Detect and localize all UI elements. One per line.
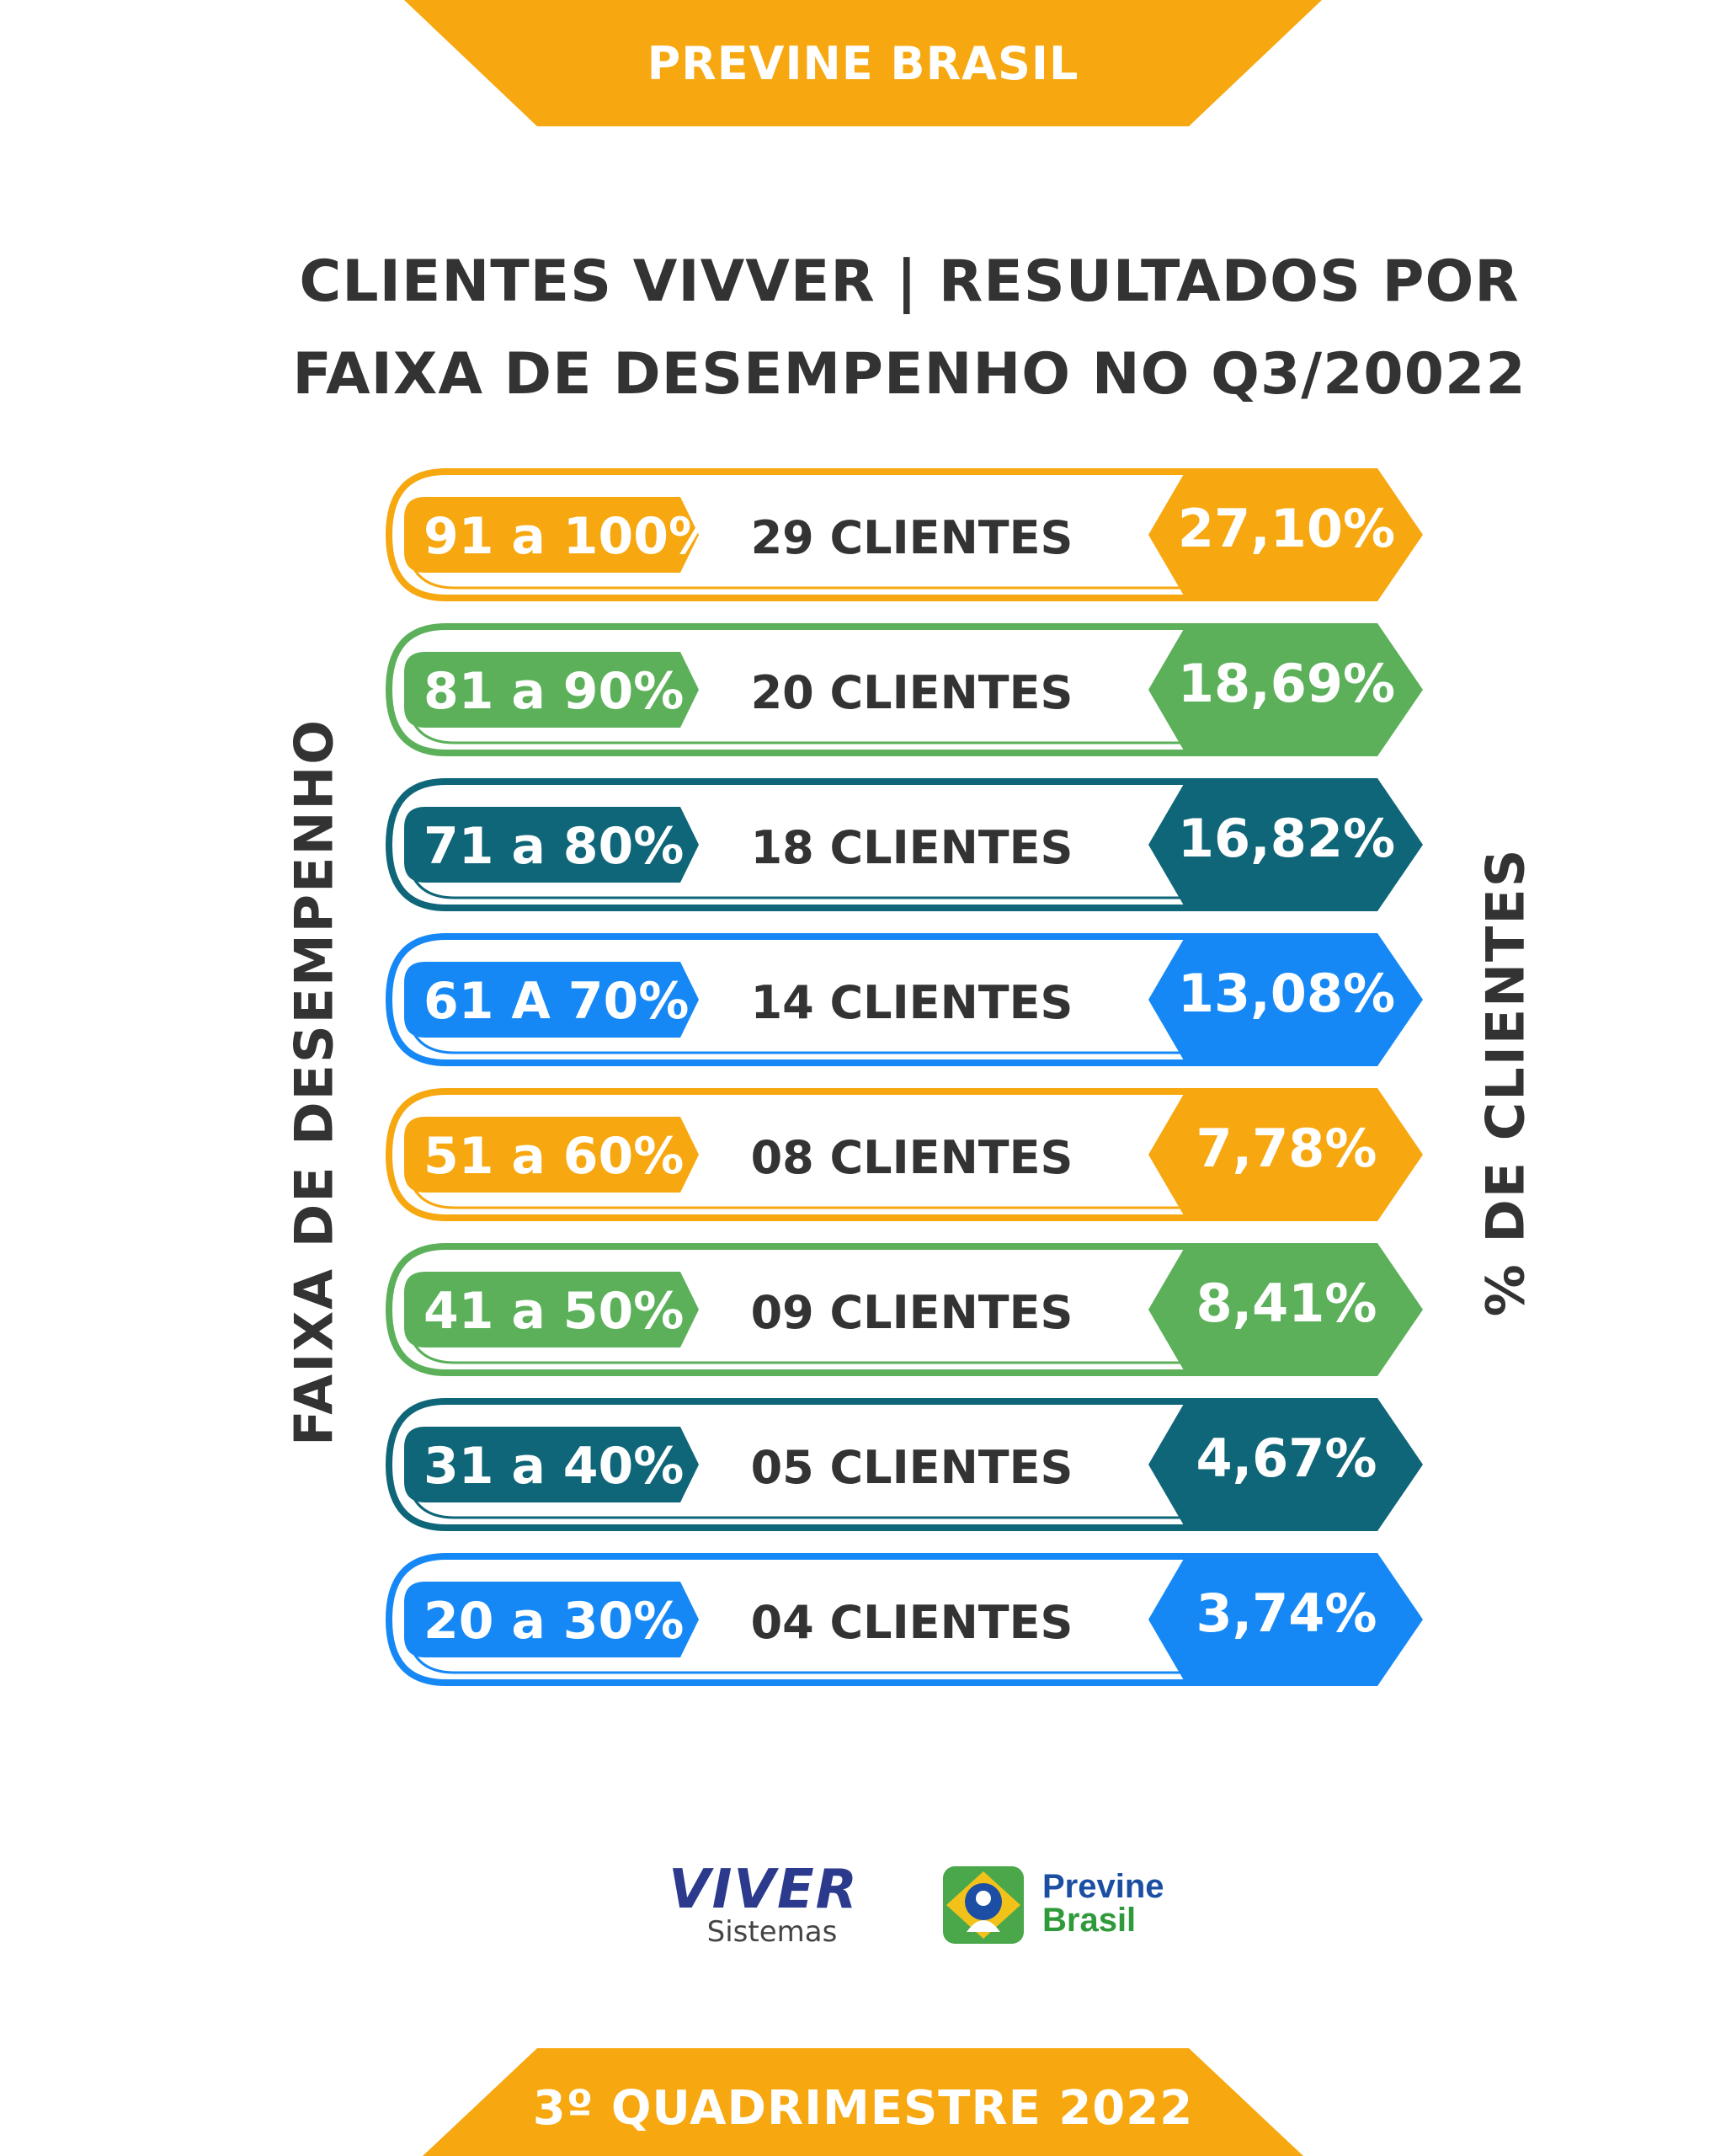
range-tag bbox=[404, 1582, 699, 1657]
percent-badge bbox=[1148, 468, 1423, 601]
viver-logo: VIVER Sistemas bbox=[650, 1863, 877, 1947]
footer-label: 3º QUADRIMESTRE 2022 bbox=[532, 2080, 1194, 2136]
percent-label: 8,41% bbox=[1196, 1273, 1377, 1334]
range-label: 91 a 100% bbox=[424, 507, 719, 566]
logos-row: VIVER Sistemas Previne Brasil bbox=[0, 1853, 1726, 1971]
percent-label: 27,10% bbox=[1178, 498, 1395, 559]
clients-label: 04 CLIENTES bbox=[751, 1596, 1073, 1649]
range-tag bbox=[404, 1117, 699, 1193]
range-label: 81 a 90% bbox=[424, 662, 684, 721]
footer-banner-shape bbox=[423, 2048, 1303, 2156]
range-label: 71 a 80% bbox=[424, 817, 684, 876]
percent-badge bbox=[1148, 1398, 1423, 1531]
clients-label: 09 CLIENTES bbox=[751, 1286, 1073, 1339]
viver-logo-subtitle: Sistemas bbox=[706, 1915, 838, 1949]
previne-brasil-logo-text: Previne Brasil bbox=[1042, 1870, 1164, 1937]
range-tag bbox=[404, 497, 699, 573]
percent-label: 16,82% bbox=[1178, 808, 1395, 869]
percent-badge bbox=[1148, 623, 1423, 756]
range-tag bbox=[404, 652, 699, 728]
percent-badge bbox=[1148, 778, 1423, 911]
clients-label: 08 CLIENTES bbox=[751, 1131, 1073, 1184]
header-banner: PREVINE BRASIL bbox=[0, 0, 1726, 126]
percent-badge bbox=[1148, 1243, 1423, 1376]
percent-label: 13,08% bbox=[1178, 963, 1395, 1024]
clients-label: 18 CLIENTES bbox=[751, 821, 1073, 874]
percent-badge bbox=[1148, 933, 1423, 1066]
viver-logo-word: VIVER bbox=[669, 1859, 859, 1921]
header-label: PREVINE BRASIL bbox=[647, 36, 1079, 90]
range-label: 20 a 30% bbox=[424, 1592, 684, 1651]
previne-logo-line1: Previne bbox=[1042, 1868, 1164, 1905]
range-tag bbox=[404, 1427, 699, 1502]
range-label: 31 a 40% bbox=[424, 1437, 684, 1496]
clients-label: 29 CLIENTES bbox=[751, 511, 1073, 564]
page-title: CLIENTES VIVVER | RESULTADOS POR FAIXA D… bbox=[0, 236, 1726, 421]
page-title-line1: CLIENTES VIVVER | RESULTADOS POR bbox=[299, 248, 1520, 315]
percent-label: 18,69% bbox=[1178, 653, 1395, 714]
percent-label: 7,78% bbox=[1196, 1118, 1377, 1179]
percent-label: 4,67% bbox=[1196, 1428, 1377, 1489]
range-tag bbox=[404, 962, 699, 1038]
header-banner-shape bbox=[404, 0, 1322, 126]
percent-badge bbox=[1148, 1553, 1423, 1686]
range-label: 41 a 50% bbox=[424, 1282, 684, 1341]
previne-logo-line2: Brasil bbox=[1042, 1902, 1137, 1939]
range-label: 61 A 70% bbox=[424, 972, 689, 1031]
percent-label: 3,74% bbox=[1196, 1582, 1377, 1644]
range-tag bbox=[404, 1272, 699, 1348]
percent-badge bbox=[1148, 1088, 1423, 1221]
footer-banner: 3º QUADRIMESTRE 2022 bbox=[0, 2048, 1726, 2156]
clients-label: 14 CLIENTES bbox=[751, 976, 1073, 1029]
clients-label: 05 CLIENTES bbox=[751, 1441, 1073, 1494]
range-tag bbox=[404, 807, 699, 883]
previne-brasil-logo-icon bbox=[943, 1866, 1024, 1944]
clients-label: 20 CLIENTES bbox=[751, 666, 1073, 719]
page-title-line2: FAIXA DE DESEMPENHO NO Q3/20022 bbox=[292, 341, 1526, 408]
range-label: 51 a 60% bbox=[424, 1127, 684, 1186]
